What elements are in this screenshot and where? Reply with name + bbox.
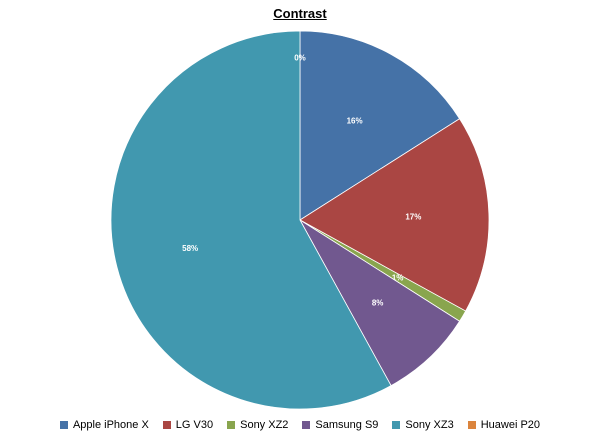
legend-item-apple-iphone-x: Apple iPhone X [59, 419, 149, 431]
legend-item-huawei-p20: Huawei P20 [467, 419, 541, 431]
pie-slice-sony-xz3 [110, 30, 392, 410]
data-label-apple-iphone-x: 16% [347, 117, 363, 126]
legend-label: Sony XZ3 [405, 419, 454, 431]
legend-label: Sony XZ2 [240, 419, 289, 431]
legend-swatch [392, 421, 401, 429]
legend-label: LG V30 [175, 419, 214, 431]
legend-label: Huawei P20 [480, 419, 541, 431]
legend-label: Apple iPhone X [72, 419, 149, 431]
data-label-sony-xz3: 58% [182, 244, 198, 253]
pie-slice-apple-iphone-x [299, 30, 461, 221]
legend-swatch [162, 421, 171, 429]
data-label-sony-xz2: 1% [392, 274, 404, 283]
data-label-samsung-s9: 8% [372, 299, 384, 308]
legend-item-samsung-s9: Samsung S9 [302, 419, 378, 431]
legend: Apple iPhone X LG V30 Sony XZ2 Samsung S9 So… [0, 419, 600, 431]
legend-swatch [467, 421, 476, 429]
pie-slice-lg-v30 [299, 118, 490, 312]
data-label-huawei-p20: 0% [294, 53, 306, 62]
legend-item-sony-xz3: Sony XZ3 [392, 419, 454, 431]
pie-slice-samsung-s9 [299, 219, 461, 387]
legend-label: Samsung S9 [315, 419, 379, 431]
data-label-lg-v30: 17% [405, 212, 421, 221]
legend-swatch [59, 421, 68, 429]
legend-swatch [302, 421, 311, 429]
legend-item-sony-xz2: Sony XZ2 [227, 419, 288, 431]
legend-swatch [227, 421, 236, 429]
chart-title: Contrast [273, 6, 327, 21]
legend-item-lg-v30: LG V30 [162, 419, 214, 431]
